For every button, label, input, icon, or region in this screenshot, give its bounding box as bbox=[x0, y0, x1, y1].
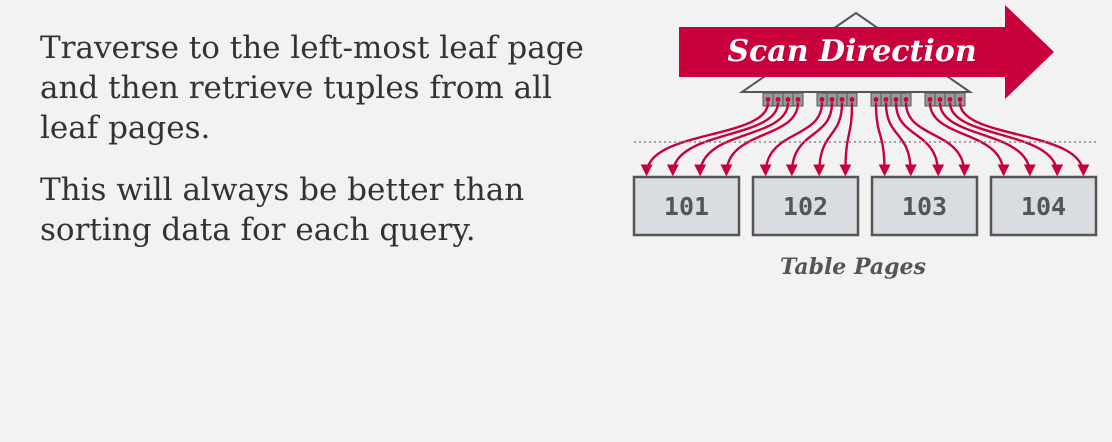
text-block: Traverse to the left-most leaf page and … bbox=[40, 28, 620, 272]
description-paragraph-2: This will always be better than sorting … bbox=[40, 172, 525, 248]
pointer-arrow bbox=[948, 102, 1064, 177]
pointer-arrow bbox=[694, 102, 790, 177]
leaf-pointer-dot bbox=[775, 97, 781, 102]
leaf-pointer-dot bbox=[873, 97, 879, 102]
pointer-arrows bbox=[640, 102, 1090, 177]
scan-direction-arrow bbox=[679, 5, 1054, 99]
pointer-arrow bbox=[938, 102, 1036, 177]
pointer-arrow bbox=[813, 102, 844, 177]
pointer-arrow bbox=[785, 102, 834, 177]
table-page bbox=[989, 175, 1098, 237]
pointer-arrow bbox=[894, 102, 945, 177]
leaf-pointer-dot bbox=[849, 97, 855, 102]
pointer-arrow bbox=[839, 102, 854, 177]
leaf-pointer-dot bbox=[795, 97, 801, 102]
scan-direction-label: Scan Direction bbox=[727, 34, 976, 69]
leaf-pointer-dot bbox=[765, 97, 771, 102]
table-pages: 101 102 103 104 bbox=[632, 175, 1098, 237]
leaf-pointer-dot bbox=[927, 97, 933, 102]
table-page bbox=[632, 175, 741, 237]
pointer-arrow bbox=[666, 102, 780, 177]
table-page-label: 103 bbox=[902, 192, 947, 221]
leaf-pointer-dot bbox=[893, 97, 899, 102]
table-page bbox=[751, 175, 860, 237]
pointer-arrow bbox=[884, 102, 917, 177]
leaf-pointer-dot bbox=[937, 97, 943, 102]
leaf-pointer-dot bbox=[957, 97, 963, 102]
leaf-pointer-dot bbox=[947, 97, 953, 102]
pointer-arrow bbox=[759, 102, 824, 177]
leaf-pointer-dot bbox=[903, 97, 909, 102]
table-pages-caption: Table Pages bbox=[780, 254, 926, 280]
leaf-pointer-dot bbox=[883, 97, 889, 102]
table-page-label: 104 bbox=[1021, 192, 1066, 221]
pointer-arrow bbox=[958, 102, 1090, 177]
table-page-label: 102 bbox=[783, 192, 828, 221]
pointer-arrow bbox=[640, 102, 770, 177]
pointer-arrow bbox=[720, 102, 800, 177]
leaf-nodes bbox=[762, 92, 966, 107]
description-paragraph-1: Traverse to the left-most leaf page and … bbox=[40, 30, 584, 146]
leaf-pointer-dot bbox=[785, 97, 791, 102]
pointer-arrow bbox=[904, 102, 971, 177]
table-page-label: 101 bbox=[664, 192, 709, 221]
leaf-pointer-dot bbox=[819, 97, 825, 102]
table-page bbox=[870, 175, 979, 237]
pointer-arrow bbox=[874, 102, 891, 177]
pointer-arrow bbox=[928, 102, 1010, 177]
leaf-pointer-dot bbox=[839, 97, 845, 102]
leaf-pointer-dot bbox=[829, 97, 835, 102]
